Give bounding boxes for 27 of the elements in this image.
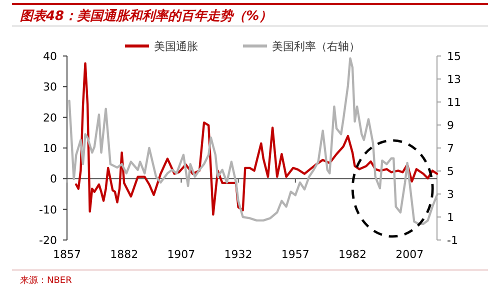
y2-tick-label: 9: [447, 119, 454, 132]
x-tick-label: 1932: [224, 248, 252, 261]
chart-title: 图表48：美国通胀和利率的百年走势（%）: [20, 8, 272, 24]
y2-tick-label: 13: [447, 73, 461, 86]
y2-tick-label: -1: [447, 234, 458, 247]
y-tick-label: 30: [43, 80, 57, 94]
y2-tick-label: 15: [447, 50, 461, 63]
y2-tick-label: 7: [447, 142, 454, 155]
x-tick-label: 1982: [338, 248, 366, 261]
x-tick-label: 2007: [396, 248, 424, 261]
x-tick-label: 1882: [110, 248, 138, 261]
y-tick-label: 20: [43, 111, 57, 124]
y2-tick-label: 5: [447, 165, 454, 178]
x-tick-label: 1857: [53, 248, 81, 261]
y-tick-label: -20: [39, 234, 57, 247]
x-tick-label: 1907: [167, 248, 196, 261]
legend-label: 美国通胀: [154, 40, 198, 53]
y-tick-label: -10: [39, 203, 57, 216]
y-tick-label: 40: [43, 50, 57, 63]
legend-label: 美国利率（右轴）: [272, 40, 360, 53]
y-tick-label: 10: [43, 142, 57, 155]
y2-tick-label: 3: [447, 188, 454, 201]
x-tick-label: 1957: [281, 248, 310, 261]
y2-tick-label: 11: [447, 96, 461, 109]
source-note: 来源：NBER: [20, 275, 72, 286]
y-tick-label: 0: [50, 172, 57, 186]
y2-tick-label: 1: [447, 211, 454, 224]
